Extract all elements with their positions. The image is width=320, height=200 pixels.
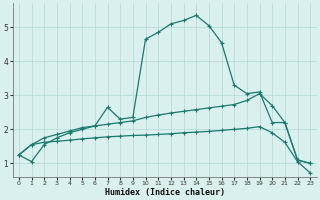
X-axis label: Humidex (Indice chaleur): Humidex (Indice chaleur) — [105, 188, 225, 197]
